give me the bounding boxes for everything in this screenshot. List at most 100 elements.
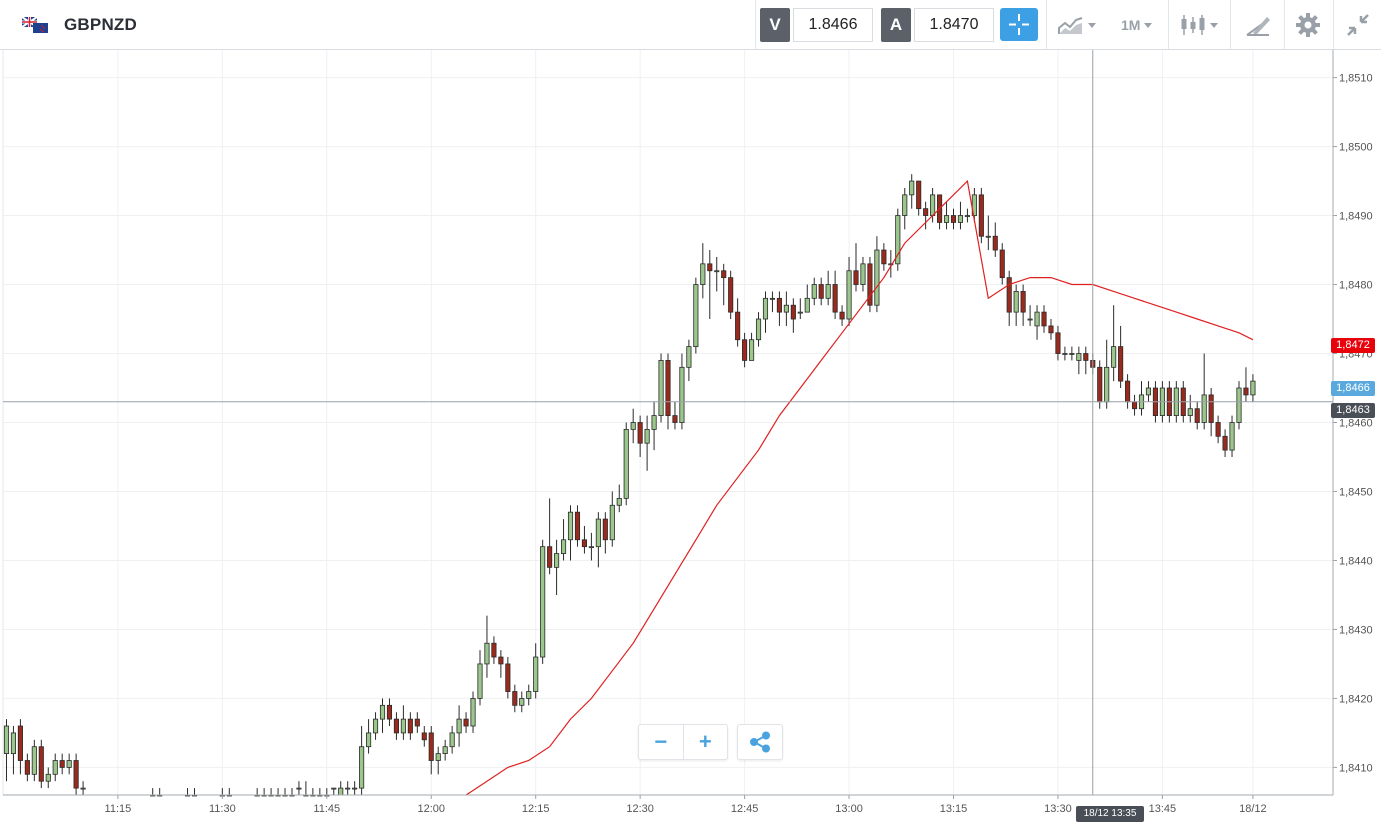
y-tick-label: 1,8440 [1339,555,1373,567]
candle-body [31,746,37,775]
candle-body [442,746,448,755]
x-tick-label: 13:15 [940,803,968,815]
candle-body [80,787,86,790]
chart-type-button[interactable] [1058,12,1096,38]
bear-candle [867,256,873,313]
candle-body [762,297,769,320]
bear-candle [1020,284,1026,326]
settings-button[interactable] [1295,12,1321,38]
toolbar-divider [1230,0,1231,49]
candle-body [505,663,511,692]
x-tick-label: 12:15 [522,803,550,815]
bull-candle [588,532,594,561]
candlestick-button[interactable] [1180,12,1218,38]
candle-body [45,773,51,782]
sell-button[interactable]: V [760,8,790,42]
chart-type-icon [1058,17,1083,34]
toolbar-divider [1168,0,1169,49]
candle-body [728,277,734,313]
candlestick-chart[interactable]: 1,84101,84201,84301,84401,84501,84601,84… [0,50,1381,823]
bear-candle [24,753,30,782]
bull-candle [484,615,490,678]
candle-body [602,518,608,541]
buy-button[interactable]: A [881,8,911,42]
candle-body [1076,353,1082,361]
bear-candle [637,415,643,457]
bull-candle [1062,346,1068,361]
candle-body [407,718,413,734]
bull-candle [700,243,706,299]
bull-candle [686,339,692,382]
bear-candle [1208,388,1214,437]
bull-candle [1076,346,1082,375]
candle-body [38,746,44,782]
bull-candle [783,291,789,326]
candle-body [881,249,887,265]
candle-body [874,249,880,306]
bear-candle [414,712,420,733]
candle-body [867,263,873,306]
sell-price[interactable]: 1.8466 [793,8,873,42]
bear-candle [950,208,957,230]
candle-body [839,311,845,320]
candle-body [540,546,546,658]
candle-body [491,642,497,658]
candle-body [512,691,518,706]
candle-body [644,428,650,444]
bull-candle [372,712,379,740]
bull-candle [714,256,720,292]
bull-candle [679,353,685,430]
bull-candle [616,484,622,513]
candle-body [930,194,936,216]
bull-candle [477,650,483,706]
bear-candle [1048,319,1054,340]
candle-body [296,787,302,790]
candle-body [1013,291,1019,313]
bear-candle [1055,325,1061,361]
bear-candle [728,270,734,320]
bull-candle [1250,374,1256,402]
candle-body [554,553,560,568]
bull-candle [540,539,546,664]
candle-body [66,760,72,768]
bull-candle [1013,284,1019,326]
zoom-out-button[interactable]: − [639,725,684,759]
bear-candle [1083,346,1089,375]
bear-candle [1215,415,1221,444]
candle-body [73,760,79,789]
bear-candle [1243,367,1249,402]
candle-body [1006,277,1012,313]
collapse-button[interactable] [1345,12,1371,38]
x-tick-label: 13:00 [835,803,863,815]
bull-candle [1034,305,1040,340]
candle-body [651,415,657,430]
candle-body [742,339,748,361]
bear-candle [735,298,741,347]
bull-candle [651,401,657,451]
candle-body [428,732,434,761]
candle-body [366,732,372,748]
candle-body [943,215,950,223]
candle-body [1187,408,1193,417]
timeframe-value: 1M [1121,17,1141,33]
bull-candle [630,408,636,444]
timeframe-select[interactable]: 1M [1121,12,1153,38]
crosshair-button[interactable] [1000,8,1038,41]
zoom-in-button[interactable]: + [684,725,728,759]
drawing-tool-button[interactable] [1245,12,1271,38]
uk-nz-flag-icon [22,17,48,33]
x-tick-label: 12:45 [731,803,759,815]
share-button[interactable] [737,724,783,760]
gear-icon [1296,13,1320,37]
bear-candle [916,180,922,216]
ma-price-tag: 1,8472 [1331,338,1375,353]
candle-body [1111,346,1117,368]
candle-body [1048,325,1054,334]
candle-body [860,263,866,285]
buy-price[interactable]: 1.8470 [914,8,994,42]
candle-body [616,497,622,506]
instrument-symbol: GBPNZD [64,15,137,34]
bull-candle [52,753,58,782]
candle-body [964,215,970,217]
y-tick-label: 1,8410 [1339,762,1373,774]
